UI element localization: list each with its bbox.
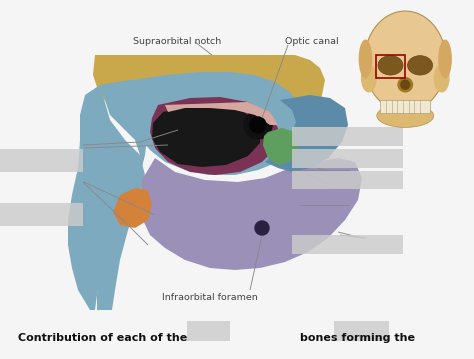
Text: Optic canal: Optic canal xyxy=(285,37,338,47)
Polygon shape xyxy=(263,128,298,165)
Circle shape xyxy=(250,117,266,133)
Polygon shape xyxy=(152,106,260,167)
Ellipse shape xyxy=(365,11,446,112)
Text: Infraorbital foramen: Infraorbital foramen xyxy=(162,294,258,303)
Ellipse shape xyxy=(361,64,377,93)
Bar xyxy=(292,127,403,146)
Polygon shape xyxy=(165,102,278,125)
Text: Contribution of each of the: Contribution of each of the xyxy=(18,333,187,343)
Bar xyxy=(187,321,230,341)
Polygon shape xyxy=(97,80,148,310)
Circle shape xyxy=(255,221,269,235)
Ellipse shape xyxy=(397,77,413,93)
Ellipse shape xyxy=(434,64,450,93)
Bar xyxy=(292,149,403,168)
Bar xyxy=(0,203,83,226)
Ellipse shape xyxy=(400,80,410,90)
Bar xyxy=(376,55,405,78)
Polygon shape xyxy=(68,85,145,310)
Ellipse shape xyxy=(377,104,434,127)
Bar xyxy=(0,149,83,172)
Text: Supraorbital notch: Supraorbital notch xyxy=(133,37,221,47)
Circle shape xyxy=(244,111,272,139)
Bar xyxy=(334,321,389,341)
Polygon shape xyxy=(100,72,305,175)
Polygon shape xyxy=(265,95,348,172)
Ellipse shape xyxy=(438,39,452,78)
Polygon shape xyxy=(113,188,152,228)
Polygon shape xyxy=(93,55,325,152)
Text: bones forming the: bones forming the xyxy=(300,333,415,343)
Polygon shape xyxy=(150,97,278,175)
Bar xyxy=(292,235,403,254)
Bar xyxy=(380,100,430,113)
Bar xyxy=(292,171,403,189)
Ellipse shape xyxy=(359,39,372,78)
Ellipse shape xyxy=(408,56,433,75)
Polygon shape xyxy=(140,158,362,270)
Ellipse shape xyxy=(378,56,403,75)
